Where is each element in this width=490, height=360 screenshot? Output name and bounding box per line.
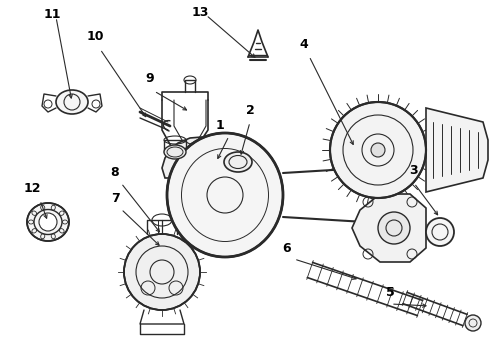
Text: 8: 8 bbox=[111, 166, 119, 179]
Text: 6: 6 bbox=[283, 242, 292, 255]
Ellipse shape bbox=[167, 133, 283, 257]
Circle shape bbox=[330, 102, 426, 198]
Circle shape bbox=[465, 315, 481, 331]
Text: 3: 3 bbox=[410, 163, 418, 176]
Circle shape bbox=[39, 213, 57, 231]
Polygon shape bbox=[426, 108, 488, 192]
Text: 4: 4 bbox=[299, 37, 308, 50]
Text: 1: 1 bbox=[216, 118, 224, 131]
Text: 13: 13 bbox=[191, 5, 209, 18]
Text: 10: 10 bbox=[86, 30, 104, 42]
Circle shape bbox=[124, 234, 200, 310]
Polygon shape bbox=[162, 137, 223, 178]
Circle shape bbox=[371, 143, 385, 157]
Text: 9: 9 bbox=[146, 72, 154, 85]
Text: 7: 7 bbox=[111, 192, 120, 204]
Polygon shape bbox=[352, 194, 426, 262]
Ellipse shape bbox=[224, 152, 252, 172]
Ellipse shape bbox=[164, 145, 186, 159]
Text: 2: 2 bbox=[245, 104, 254, 117]
Text: 5: 5 bbox=[386, 285, 394, 298]
Circle shape bbox=[426, 218, 454, 246]
Ellipse shape bbox=[27, 203, 69, 241]
Circle shape bbox=[378, 212, 410, 244]
Ellipse shape bbox=[56, 90, 88, 114]
Text: 12: 12 bbox=[23, 181, 41, 194]
Text: 11: 11 bbox=[43, 8, 61, 21]
